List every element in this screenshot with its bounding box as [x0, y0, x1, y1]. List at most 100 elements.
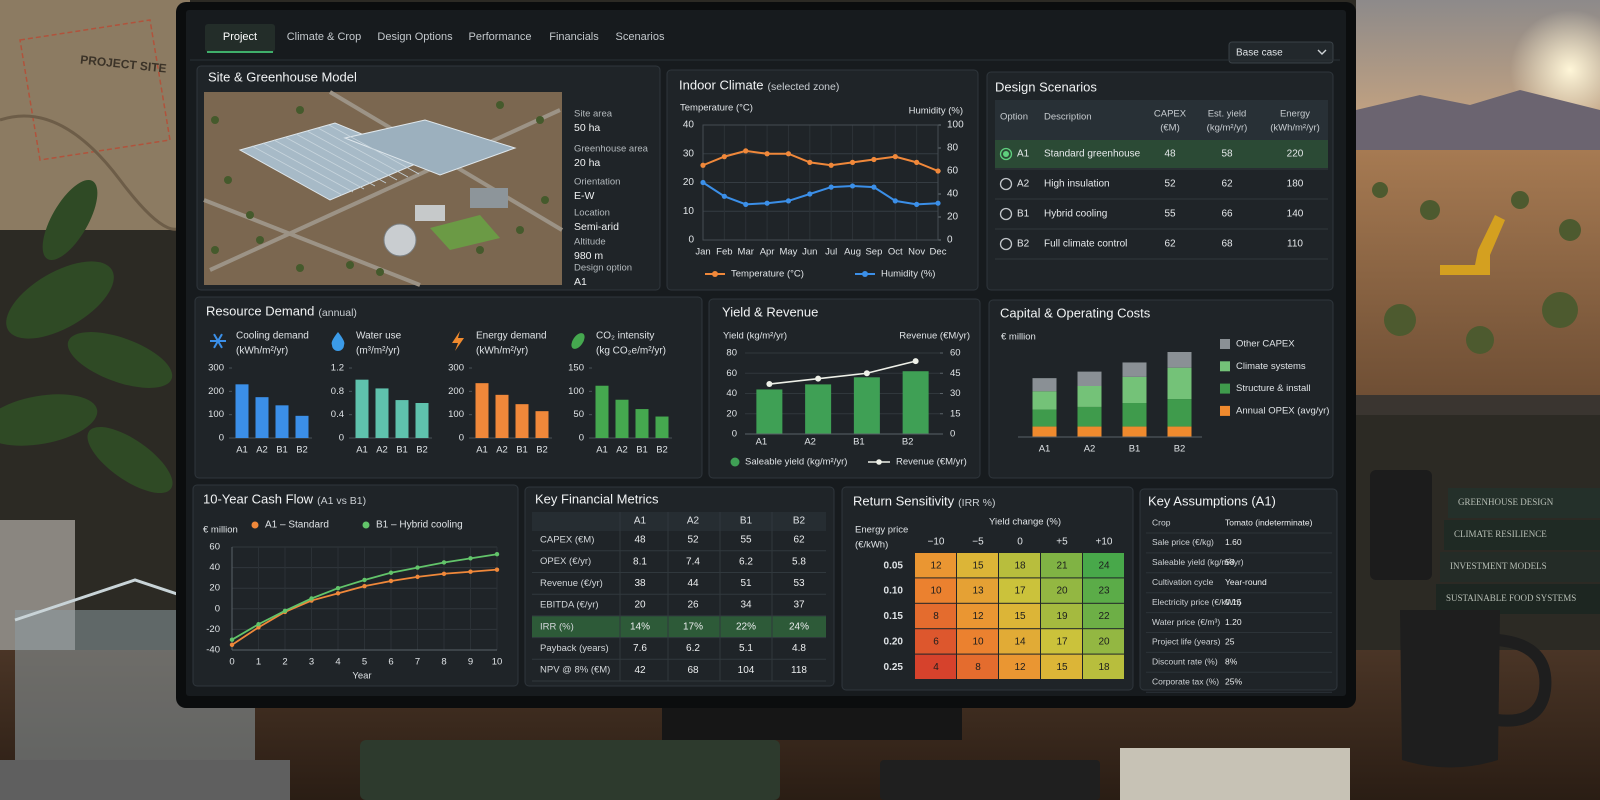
table-header: A2	[687, 516, 700, 527]
series-point	[807, 191, 813, 197]
site-tree	[224, 176, 232, 184]
legend-marker	[712, 271, 718, 277]
table-cell: High insulation	[1044, 179, 1110, 190]
property-value: 50 ha	[574, 122, 600, 134]
panel-title: 10-Year Cash Flow	[203, 491, 314, 506]
table-cell: A1	[1017, 149, 1030, 160]
bar	[635, 409, 649, 438]
tab[interactable]: Project	[223, 31, 257, 43]
series-point	[743, 148, 749, 154]
assumption-label: Project life (years)	[1152, 637, 1221, 647]
y-axis-label: Energy price	[855, 525, 908, 536]
series-point	[494, 552, 500, 557]
table-cell: 26	[687, 600, 699, 611]
table-cell: 66	[1221, 209, 1233, 220]
heatmap-cell	[1083, 578, 1124, 603]
cell-value: 12	[930, 560, 942, 571]
series-point	[282, 608, 288, 614]
x-tick-label: A1	[1039, 444, 1051, 455]
property-value: Semi-arid	[574, 221, 619, 233]
bar-segment	[1167, 352, 1192, 368]
heatmap-cell	[1083, 553, 1124, 578]
property-value: E-W	[574, 190, 595, 202]
table-cell: 55	[1164, 209, 1176, 220]
site-road	[209, 108, 561, 272]
y2-tick-label: 15	[950, 408, 961, 419]
table-cell: 140	[1287, 209, 1304, 220]
metric-label: Cooling demand	[236, 331, 309, 342]
scenario-dropdown[interactable]	[1228, 41, 1334, 64]
assumption-value: 25%	[1225, 676, 1242, 686]
greenhouse-roof	[343, 119, 517, 176]
table-cell: 6.2	[686, 643, 700, 654]
x-tick-label: B1	[636, 445, 648, 456]
table-cell: 110	[1287, 239, 1303, 250]
pen-holder	[1370, 470, 1432, 580]
book-spine-title: GREENHOUSE DESIGN	[1458, 497, 1554, 507]
tab[interactable]: Scenarios	[616, 31, 665, 43]
site-tree	[211, 246, 219, 254]
bar	[415, 403, 429, 438]
greenhouse-rib	[284, 136, 376, 187]
row-label: IRR (%)	[540, 621, 574, 632]
x-tick-label: B2	[902, 437, 914, 448]
row-label: EBITDA (€/yr)	[540, 600, 599, 611]
radio-button[interactable]	[999, 237, 1013, 251]
tab[interactable]: Design Options	[377, 31, 453, 43]
legend-label: Annual OPEX (avg/yr)	[1236, 405, 1329, 416]
series-point	[912, 358, 919, 365]
radio-button[interactable]	[999, 147, 1013, 161]
site-tree	[296, 106, 304, 114]
panel-title: Return Sensitivity	[853, 493, 955, 508]
map-boundary	[19, 19, 171, 161]
tab[interactable]: Performance	[469, 31, 532, 43]
x-tick-label: 3	[309, 657, 314, 668]
bar	[595, 385, 609, 438]
table-cell: 17%	[683, 621, 703, 632]
radio-button[interactable]	[999, 177, 1013, 191]
table-cell: 62	[793, 535, 805, 546]
paper	[1120, 748, 1350, 800]
tab[interactable]: Climate & Crop	[287, 31, 362, 43]
property-label: Location	[574, 208, 610, 219]
bar-segment	[1032, 409, 1057, 427]
y-tick-label: 20	[209, 583, 220, 594]
legend-swatch	[1220, 339, 1230, 349]
tab[interactable]: Financials	[549, 31, 599, 43]
x-tick-label: Feb	[716, 247, 732, 258]
table-header: (€M)	[1160, 123, 1180, 134]
bar-segment	[1122, 376, 1147, 403]
property-label: Design option	[574, 263, 632, 274]
x-tick-label: Jan	[695, 247, 710, 258]
legend-label: B1 – Hybrid cooling	[376, 520, 463, 531]
icon-leaf	[571, 333, 585, 349]
table-cell: 68	[1221, 239, 1233, 250]
table-cell: 52	[1164, 179, 1176, 190]
y-tick-label: 60	[726, 368, 737, 379]
cell-value: 15	[1056, 662, 1068, 673]
dropdown-chevron[interactable]	[1317, 49, 1327, 55]
dropdown-value[interactable]: Base case	[1236, 48, 1283, 59]
series-point	[935, 168, 941, 174]
table-cell: A2	[1017, 179, 1030, 190]
table-cell: 38	[634, 578, 646, 589]
x-tick-label: Jul	[825, 247, 837, 258]
site-render	[203, 90, 564, 287]
radio-dot[interactable]	[1003, 151, 1009, 157]
table-cell: B1	[1017, 209, 1030, 220]
property-value: 980 m	[574, 250, 603, 262]
y-tick-label: 10	[683, 206, 695, 217]
notebook	[360, 740, 780, 800]
site-road	[203, 198, 421, 287]
site-tree	[536, 116, 544, 124]
x-tick-label: B2	[656, 445, 668, 456]
heatmap-cell	[1083, 654, 1124, 679]
series-point	[828, 184, 834, 190]
column-label: +5	[1056, 537, 1068, 548]
metric-label: CO₂ intensity	[596, 331, 654, 342]
site-tank	[383, 223, 417, 257]
cell-value: 17	[1056, 637, 1068, 648]
x-tick-label: A2	[804, 437, 816, 448]
radio-button[interactable]	[999, 207, 1013, 221]
active-tab-bg	[205, 24, 275, 52]
